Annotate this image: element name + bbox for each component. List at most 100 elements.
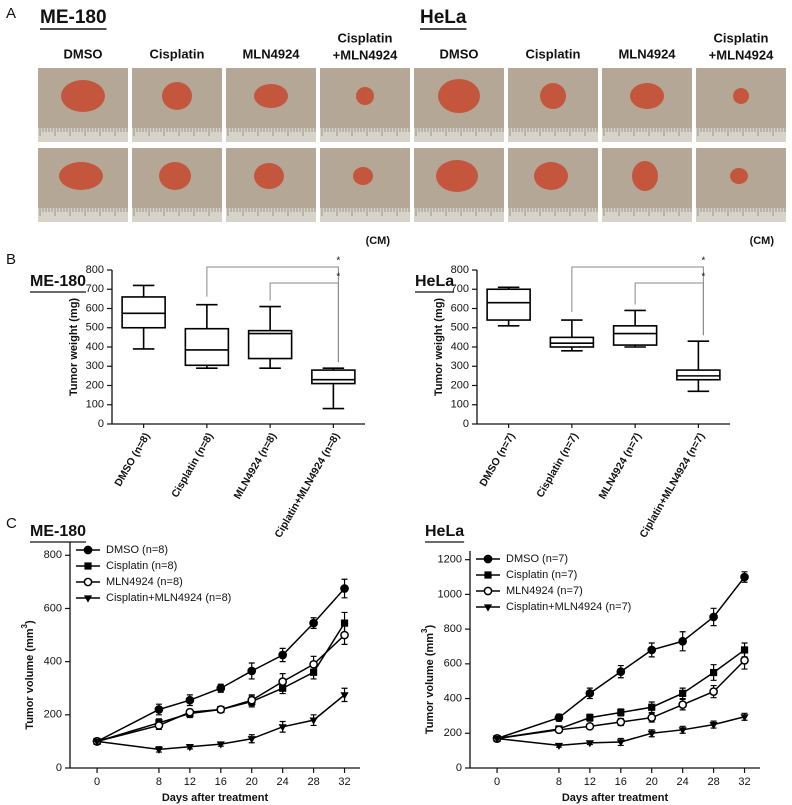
y-tick-label: 200 — [444, 727, 462, 739]
chart-title: ME-180 — [30, 273, 86, 290]
chart-title: HeLa — [415, 273, 454, 290]
marker — [340, 692, 349, 700]
y-tick-label: 600 — [451, 302, 469, 314]
ruler — [602, 128, 692, 142]
x-axis-label: Days after treatment — [562, 792, 669, 804]
legend-label: Cisplatin+MLN4924 (n=7) — [506, 601, 631, 613]
ruler — [414, 208, 504, 222]
marker — [710, 668, 718, 677]
marker — [309, 659, 318, 669]
legend-marker — [483, 604, 493, 612]
x-tick-label: 32 — [338, 776, 350, 788]
marker — [216, 741, 225, 749]
legend-label: Cisplatin+MLN4924 (n=8) — [106, 592, 231, 604]
marker — [154, 721, 164, 730]
column-label: Cisplatin — [714, 30, 769, 45]
marker — [586, 714, 594, 722]
legend-marker — [84, 562, 92, 570]
legend-label: Cisplatin (n=8) — [106, 560, 177, 572]
y-tick-label: 0 — [56, 762, 62, 774]
marker — [154, 705, 164, 714]
column-label: DMSO — [440, 46, 479, 61]
unit-label: (CM) — [750, 235, 775, 247]
marker — [616, 667, 626, 677]
marker — [247, 736, 256, 744]
y-axis-label-sup: 3 — [20, 623, 29, 628]
y-tick-label: 400 — [86, 341, 104, 353]
series-line — [496, 659, 746, 740]
x-tick-label: Ciplatin+MLN4924 (n=8) — [272, 431, 342, 540]
y-tick-label: 400 — [444, 692, 462, 704]
marker — [278, 677, 288, 686]
box — [549, 336, 595, 348]
x-tick-label: 24 — [277, 776, 289, 788]
marker — [340, 630, 349, 640]
tumor — [59, 162, 103, 190]
y-axis-label-sup: 3 — [420, 628, 429, 633]
marker — [678, 636, 688, 646]
series-line — [96, 634, 346, 743]
marker — [740, 646, 749, 654]
marker — [309, 717, 318, 725]
marker — [154, 746, 164, 754]
legend-marker — [83, 595, 93, 603]
y-tick-label: 200 — [451, 379, 469, 391]
x-axis-label: Days after treatment — [162, 792, 269, 804]
marker — [247, 695, 257, 705]
y-tick-label: 0 — [463, 418, 469, 430]
marker — [678, 727, 687, 735]
y-axis-label-end: ) — [424, 624, 436, 628]
marker — [585, 740, 594, 748]
y-tick-label: 100 — [86, 399, 104, 411]
tumor — [356, 87, 374, 105]
marker — [678, 700, 688, 709]
tumor — [534, 162, 568, 190]
significance-bracket — [269, 282, 339, 363]
marker — [185, 744, 194, 752]
legend-label: MLN4924 (n=8) — [106, 576, 183, 588]
ruler — [226, 208, 316, 222]
marker — [247, 666, 257, 676]
y-axis-label: Tumor volume (mm3) — [20, 620, 36, 730]
ruler — [320, 208, 410, 222]
marker — [340, 584, 349, 593]
column-label: MLN4924 — [618, 46, 676, 61]
tumor — [159, 162, 191, 190]
tumor — [436, 160, 478, 192]
y-tick-label: 800 — [451, 264, 469, 276]
y-tick-label: 400 — [451, 341, 469, 353]
y-tick-label: 200 — [44, 709, 62, 721]
x-tick-label: Ciplatin+MLN4924 (n=7) — [637, 431, 707, 540]
y-tick-label: 500 — [86, 322, 104, 334]
marker — [740, 714, 749, 722]
x-tick-label: 12 — [584, 776, 596, 788]
legend-label: DMSO (n=8) — [106, 544, 168, 556]
y-tick-label: 800 — [444, 623, 462, 635]
marker — [185, 707, 195, 717]
tumor — [438, 79, 480, 113]
ruler — [132, 208, 222, 222]
marker — [185, 695, 195, 705]
marker — [617, 708, 625, 717]
column-label: Cisplatin — [150, 46, 205, 61]
box — [486, 288, 531, 321]
legend-marker — [484, 571, 492, 579]
ruler — [226, 128, 316, 142]
y-tick-label: 700 — [451, 283, 469, 295]
column-label: DMSO — [64, 46, 103, 61]
x-tick-label: 12 — [184, 776, 196, 788]
marker — [740, 572, 749, 582]
legend-marker — [83, 545, 93, 555]
tumor — [162, 82, 192, 110]
significance-mark: * — [701, 256, 705, 267]
y-tick-label: 1200 — [438, 554, 462, 566]
tumor — [730, 168, 748, 184]
legend-label: MLN4924 (n=7) — [506, 585, 583, 597]
marker — [647, 713, 657, 723]
marker — [278, 650, 288, 660]
significance-mark: * — [701, 272, 705, 283]
x-tick-label: 16 — [615, 776, 627, 788]
legend-label: DMSO (n=7) — [506, 553, 568, 565]
column-label: +MLN4924 — [709, 47, 774, 62]
marker — [216, 683, 226, 693]
